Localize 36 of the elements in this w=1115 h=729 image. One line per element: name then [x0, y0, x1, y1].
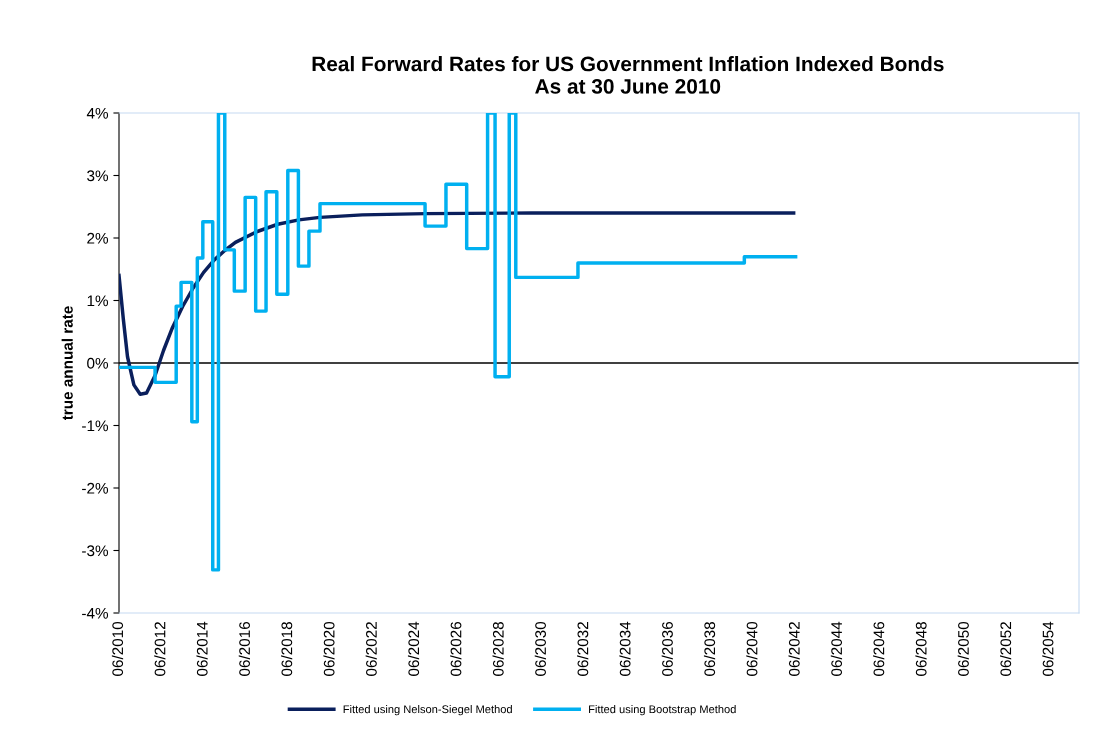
legend-label: Fitted using Nelson-Siegel Method — [343, 705, 512, 716]
x-tick-label: 06/2054 — [1042, 621, 1054, 676]
x-tick-label: 06/2048 — [915, 621, 927, 676]
chart-title: Real Forward Rates for US Government Inflation Indexed Bonds As at 30 June 2010 — [312, 56, 944, 94]
x-tick-label: 06/2034 — [619, 621, 631, 676]
x-tick-label: 06/2024 — [407, 621, 420, 676]
x-tick-label: 06/2022 — [365, 622, 377, 676]
y-tick-label: 3% — [87, 170, 109, 182]
y-tick-label: -3% — [82, 545, 109, 557]
x-tick-label: 06/2030 — [534, 621, 546, 676]
x-tick-label: 06/2042 — [788, 622, 800, 676]
x-tick-label: 06/2052 — [999, 622, 1012, 676]
y-tick-label: 2% — [87, 232, 109, 244]
legend-label: Fitted using Bootstrap Method — [589, 705, 736, 716]
y-tick-label: 0% — [87, 357, 109, 369]
x-tick-label: 06/2050 — [957, 621, 969, 676]
y-tick-label: 1% — [87, 295, 109, 307]
x-tick-label: 06/2010 — [111, 621, 124, 676]
x-tick-label: 06/2040 — [746, 621, 758, 676]
y-tick-label: -4% — [82, 607, 109, 619]
x-tick-label: 06/2044 — [830, 621, 843, 676]
x-tick-label: 06/2016 — [238, 622, 250, 676]
x-tick-label: 06/2020 — [323, 621, 335, 676]
y-tick-label: -1% — [82, 420, 109, 432]
x-tick-label: 06/2012 — [154, 622, 166, 676]
x-tick-label: 06/2046 — [873, 622, 885, 676]
y-tick-label: -2% — [82, 482, 109, 494]
x-tick-label: 06/2036 — [661, 622, 673, 676]
x-tick-label: 06/2028 — [492, 621, 504, 676]
x-tick-label: 06/2014 — [196, 621, 208, 676]
x-tick-label: 06/2018 — [281, 621, 293, 676]
y-axis-title: true annual rate — [61, 306, 73, 421]
x-tick-label: 06/2026 — [450, 622, 462, 676]
x-tick-label: 06/2032 — [577, 622, 589, 676]
y-tick-label: 4% — [86, 107, 109, 119]
x-tick-label: 06/2038 — [703, 621, 716, 676]
